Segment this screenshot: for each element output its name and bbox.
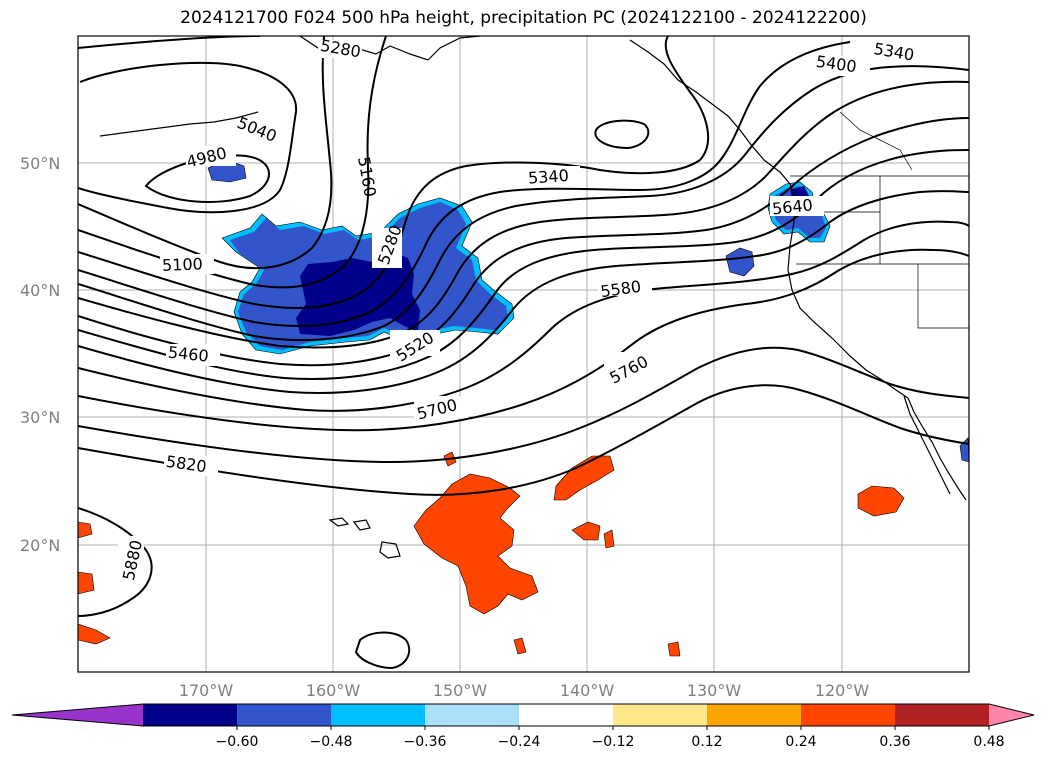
- colorbar-segment: [425, 704, 520, 726]
- lon-tick-label: 120°W: [815, 681, 870, 700]
- contour-5640: [78, 220, 969, 412]
- contour-5220: [78, 36, 709, 309]
- coast-baja: [907, 397, 967, 501]
- lon-tick-label: 150°W: [433, 681, 488, 700]
- lon-tick-label: 140°W: [560, 681, 615, 700]
- contour-5580: [78, 190, 969, 395]
- contour-5400: [78, 80, 969, 349]
- coast-baja-peninsula: [903, 395, 951, 495]
- colorbar-tick-label: −0.36: [404, 734, 447, 750]
- lat-axis: 50°N 40°N 30°N 20°N: [20, 154, 60, 555]
- contour-label: 5640: [771, 195, 813, 218]
- coast-west-usa: [787, 183, 909, 399]
- coastlines: [99, 36, 967, 559]
- colorbar-tick-label: 0.12: [691, 734, 722, 750]
- map-title: 2024121700 F024 500 hPa height, precipit…: [180, 8, 867, 28]
- precip-blob-offshore: [725, 247, 755, 277]
- contour-high-small: [594, 119, 650, 150]
- precip-negative-areas: [207, 159, 969, 463]
- coast-hawaii: [328, 517, 401, 559]
- lat-tick-label: 50°N: [20, 154, 60, 173]
- colorbar-tick-label: 0.36: [879, 734, 910, 750]
- precip-blob-mexico: [857, 485, 905, 517]
- precip-blob-west-edge-3: [78, 521, 93, 539]
- contour-5520: [78, 149, 969, 381]
- colorbar-tick-label: −0.12: [592, 734, 635, 750]
- colorbar-segment: [143, 704, 238, 726]
- colorbar-segment: [801, 704, 896, 726]
- precip-blob-subtropical-main: [413, 473, 539, 615]
- lon-tick-label: 130°W: [687, 681, 742, 700]
- border-nevada: [917, 264, 969, 329]
- contour-5880-south: [354, 631, 411, 670]
- lon-axis: 170°W 160°W 150°W 140°W 130°W 120°W: [179, 681, 870, 700]
- precip-blob-west-edge: [78, 571, 95, 595]
- coast-alaska-panhandle: [629, 39, 791, 185]
- colorbar-segment: [613, 704, 708, 726]
- contour-5880: [78, 507, 153, 617]
- contour-5760: [78, 346, 969, 464]
- lon-tick-label: 170°W: [179, 681, 234, 700]
- precip-blob-southeast: [571, 521, 601, 541]
- colorbar-segment: [237, 704, 332, 726]
- contour-5280: [78, 41, 851, 327]
- precip-blob-west-edge-2: [78, 623, 111, 645]
- precip-blob-small-2: [513, 637, 527, 655]
- lat-tick-label: 20°N: [20, 536, 60, 555]
- colorbar-segment: [519, 704, 614, 726]
- height-contours: [78, 36, 969, 670]
- contour-5340: [78, 65, 969, 342]
- precip-positive-areas: [78, 451, 905, 657]
- contour-5700: [78, 248, 969, 432]
- colorbar-tick-label: −0.60: [216, 734, 259, 750]
- contour-label: 5460: [167, 343, 209, 366]
- contour-label: 5340: [527, 166, 569, 188]
- map-frame: [77, 35, 970, 673]
- colorbar-tick-label: −0.48: [310, 734, 353, 750]
- colorbar-extend-high: [989, 704, 1034, 726]
- colorbar: −0.60 −0.48 −0.36 −0.24 −0.12 0.12 0.24 0.36 0.4…: [11, 703, 1035, 750]
- colorbar-tick-label: 0.48: [973, 734, 1004, 750]
- contour-5040: [78, 61, 298, 214]
- colorbar-segment: [895, 704, 990, 726]
- contour-label: 5100: [162, 254, 203, 274]
- lat-tick-label: 40°N: [20, 281, 60, 300]
- colorbar-segment: [707, 704, 802, 726]
- colorbar-tick-label: 0.24: [785, 734, 816, 750]
- colorbar-extend-low: [12, 704, 143, 726]
- colorbar-outline: [11, 703, 1035, 727]
- precip-blob-small-3: [667, 641, 681, 657]
- coast-aleutians: [99, 111, 259, 137]
- lat-tick-label: 30°N: [20, 408, 60, 427]
- colorbar-tick-label: −0.24: [498, 734, 541, 750]
- colorbar-segment: [331, 704, 426, 726]
- lon-tick-label: 160°W: [306, 681, 361, 700]
- contour-5820: [78, 384, 969, 496]
- contour-5100: [78, 36, 333, 270]
- precip-blob-east: [553, 455, 615, 501]
- precip-blob-small-4: [603, 529, 615, 549]
- contour-5460: [78, 117, 969, 367]
